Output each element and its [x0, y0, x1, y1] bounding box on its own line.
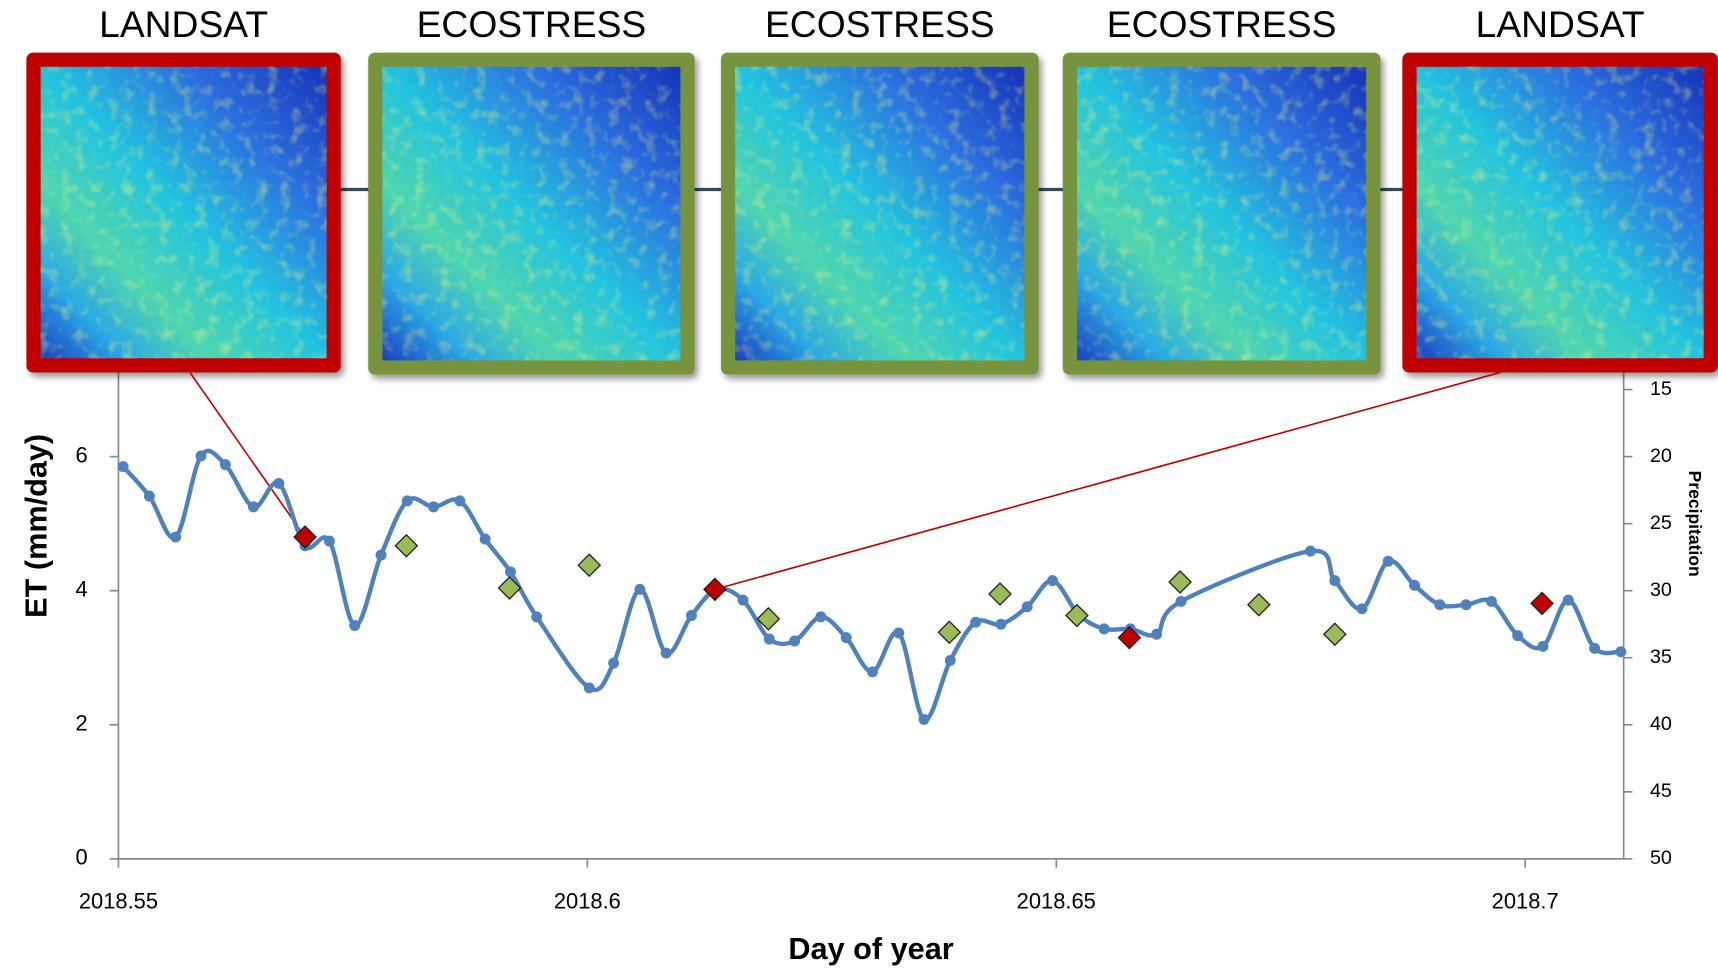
et-point [945, 655, 956, 666]
et-point [584, 682, 595, 693]
y2-tick-label: 40 [1650, 713, 1672, 735]
leader-line [715, 372, 1500, 589]
et-point [661, 648, 672, 659]
y2-tick-label: 50 [1650, 847, 1672, 869]
et-point [170, 532, 181, 543]
leader-line [190, 372, 305, 537]
diamond-marker [1248, 594, 1270, 616]
et-point [220, 459, 231, 470]
panel-label: ECOSTRESS [765, 3, 995, 45]
et-point [480, 534, 491, 545]
et-point [634, 584, 645, 595]
diamond-marker [578, 554, 600, 576]
et-point [531, 611, 542, 622]
diamond-marker [1324, 623, 1346, 645]
y-tick-label: 6 [76, 442, 88, 467]
et-point [764, 633, 775, 644]
satellite-texture [41, 67, 327, 358]
x-tick-label: 2018.55 [79, 888, 158, 913]
et-point [1589, 643, 1600, 654]
diamond-marker [1169, 571, 1191, 593]
diamond-marker [1531, 592, 1553, 614]
y2-tick-label: 45 [1650, 780, 1672, 802]
et-point [1305, 546, 1316, 557]
y2-tick-label: 20 [1650, 445, 1672, 467]
chart: ET (mm/day) Day of year Precipitation 0 2… [0, 0, 1718, 975]
et-point [815, 611, 826, 622]
et-point [195, 450, 206, 461]
diamond-marker [395, 535, 417, 557]
et-point [1022, 601, 1033, 612]
et-point [893, 627, 904, 638]
et-point [1538, 641, 1549, 652]
satellite-texture [1077, 67, 1366, 361]
et-point [402, 495, 413, 506]
x-tick-label: 2018.6 [554, 888, 621, 913]
x-tick-label: 2018.7 [1492, 888, 1559, 913]
et-point [1563, 595, 1574, 606]
et-point [608, 658, 619, 669]
et-point [1409, 580, 1420, 591]
et-point [867, 666, 878, 677]
et-point [1329, 575, 1340, 586]
et-point [1047, 575, 1058, 586]
et-point [349, 620, 360, 631]
diamond-marker [938, 621, 960, 643]
y-axis-title: ET (mm/day) [20, 434, 54, 618]
et-point [789, 636, 800, 647]
y2-tick-label: 25 [1650, 512, 1672, 534]
diamond-marker [1066, 605, 1088, 627]
et-point [1512, 630, 1523, 641]
et-point [376, 550, 387, 561]
et-point [970, 617, 981, 628]
x-tick-label: 2018.65 [1017, 888, 1096, 913]
et-point [1176, 596, 1187, 607]
satellite-texture [382, 67, 680, 361]
et-point [1486, 596, 1497, 607]
et-point [144, 491, 155, 502]
et-point [1434, 599, 1445, 610]
y2-tick-label: 15 [1650, 378, 1672, 400]
et-point [1357, 603, 1368, 614]
et-point [841, 632, 852, 643]
et-point [118, 461, 129, 472]
et-point [428, 501, 439, 512]
et-point [454, 495, 465, 506]
et-point [248, 501, 259, 512]
et-point [505, 566, 516, 577]
et-point [686, 610, 697, 621]
et-point [1461, 599, 1472, 610]
satellite-texture [735, 67, 1024, 361]
panel-label: ECOSTRESS [1107, 3, 1337, 45]
et-point [324, 536, 335, 547]
panel-label: LANDSAT [99, 3, 268, 45]
et-point [1151, 629, 1162, 640]
diamond-marker [989, 583, 1011, 605]
page: ET (mm/day) Day of year Precipitation 0 2… [0, 0, 1718, 975]
satellite-texture [1417, 67, 1704, 358]
et-point [273, 478, 284, 489]
et-point [738, 595, 749, 606]
et-line [123, 451, 1621, 720]
et-point [1383, 556, 1394, 567]
et-point [919, 714, 930, 725]
y2-axis-title: Precipitation [1685, 471, 1705, 577]
panel-label: ECOSTRESS [417, 3, 647, 45]
y-tick-label: 4 [76, 576, 88, 601]
et-point [1615, 646, 1626, 657]
y-tick-label: 0 [76, 845, 88, 870]
et-point [995, 619, 1006, 630]
y2-tick-label: 35 [1650, 646, 1672, 668]
panel-label: LANDSAT [1476, 3, 1645, 45]
x-axis-title: Day of year [788, 932, 953, 966]
y-tick-label: 2 [76, 711, 88, 736]
y2-tick-label: 30 [1650, 579, 1672, 601]
et-point [1099, 623, 1110, 634]
